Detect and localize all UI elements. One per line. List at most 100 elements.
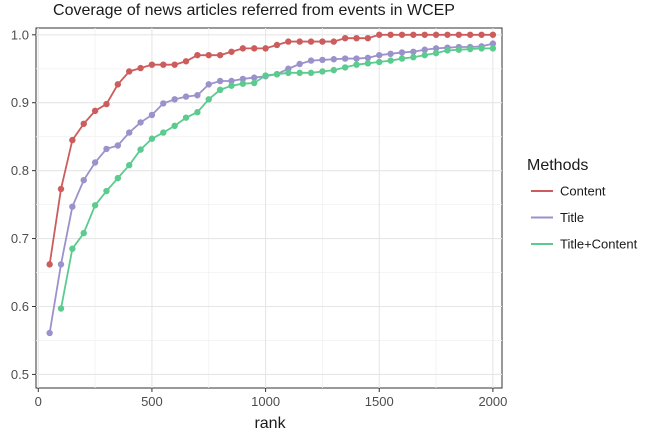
data-point xyxy=(57,185,65,193)
data-point xyxy=(239,45,247,52)
data-point xyxy=(251,79,258,87)
data-point xyxy=(330,38,337,45)
data-point xyxy=(228,77,235,85)
data-point xyxy=(137,146,144,153)
data-point xyxy=(376,58,383,66)
x-tick-label: 1500 xyxy=(365,394,394,409)
data-point xyxy=(398,55,406,62)
data-point xyxy=(398,49,406,56)
data-point xyxy=(376,51,383,59)
data-point xyxy=(296,69,303,77)
data-point xyxy=(432,49,440,57)
data-point xyxy=(410,31,417,38)
data-point xyxy=(160,61,167,68)
legend-label: Title xyxy=(560,210,584,225)
data-point xyxy=(387,31,394,38)
data-point xyxy=(148,61,156,68)
data-point xyxy=(148,111,156,119)
data-point xyxy=(444,31,451,38)
data-point xyxy=(69,245,76,252)
data-point xyxy=(205,51,212,59)
data-point xyxy=(273,41,281,49)
data-point xyxy=(319,68,326,75)
data-point xyxy=(160,100,167,107)
data-point xyxy=(444,47,451,54)
data-point xyxy=(410,54,417,61)
series-content xyxy=(46,31,497,268)
data-point xyxy=(364,54,372,62)
data-point xyxy=(489,40,497,47)
axes: 0 500 1000 1500 2000 0.5 0.6 0.7 0.8 0.9 1.0 xyxy=(11,27,507,409)
legend-label: Title+Content xyxy=(560,237,638,252)
data-point xyxy=(126,162,133,169)
data-point xyxy=(46,261,53,268)
data-point xyxy=(296,60,303,68)
data-point xyxy=(455,31,463,38)
data-point xyxy=(341,64,349,71)
plot-panel xyxy=(35,27,503,389)
data-point xyxy=(319,38,326,45)
data-point xyxy=(239,80,247,87)
data-point xyxy=(296,38,303,45)
data-point xyxy=(466,31,474,38)
y-tick-label: 1.0 xyxy=(11,27,29,42)
legend: Methods Content Title Title+Content xyxy=(527,157,638,252)
data-point xyxy=(353,61,360,68)
y-tick-label: 0.7 xyxy=(11,231,29,246)
data-point xyxy=(307,38,315,45)
data-point xyxy=(103,145,110,153)
series-line xyxy=(48,33,493,265)
data-point xyxy=(387,50,394,58)
data-point xyxy=(126,129,133,136)
data-point xyxy=(489,31,497,38)
data-point xyxy=(376,31,383,38)
data-point xyxy=(69,203,76,210)
legend-title: Methods xyxy=(527,157,588,174)
data-point xyxy=(478,31,485,38)
y-tick-label: 0.9 xyxy=(11,95,29,110)
data-point xyxy=(91,159,99,166)
data-point xyxy=(114,142,122,149)
data-point xyxy=(273,70,281,78)
data-point xyxy=(194,109,201,116)
data-point xyxy=(353,34,360,42)
data-point xyxy=(148,135,156,142)
legend-label: Content xyxy=(560,184,606,199)
data-point xyxy=(46,329,53,337)
data-point xyxy=(421,31,428,38)
data-point xyxy=(478,45,485,52)
data-point xyxy=(228,82,235,89)
data-point xyxy=(387,57,394,64)
data-point xyxy=(137,64,144,72)
y-tick-label: 0.8 xyxy=(11,163,29,178)
data-point xyxy=(194,92,201,99)
data-point xyxy=(251,45,258,52)
data-point xyxy=(262,72,269,79)
data-point xyxy=(421,51,428,59)
data-point xyxy=(126,68,133,75)
data-point xyxy=(216,77,224,85)
data-point xyxy=(330,66,337,74)
data-point xyxy=(398,31,406,38)
x-tick-label: 0 xyxy=(35,394,42,409)
x-tick-label: 1000 xyxy=(251,394,280,409)
data-point xyxy=(262,45,269,52)
y-tick-label: 0.5 xyxy=(11,367,29,382)
data-point xyxy=(455,46,463,53)
data-point xyxy=(285,69,292,77)
x-tick-label: 500 xyxy=(141,394,163,409)
data-point xyxy=(216,51,224,59)
data-point xyxy=(57,305,65,312)
data-point xyxy=(489,45,497,52)
data-point xyxy=(410,48,417,55)
legend-item: Title xyxy=(531,210,584,225)
data-point xyxy=(80,120,87,127)
data-point xyxy=(114,81,122,88)
data-point xyxy=(216,86,224,94)
series-title-content xyxy=(57,45,497,312)
data-point xyxy=(80,229,87,237)
data-point xyxy=(319,56,326,64)
data-point xyxy=(341,34,349,42)
data-point xyxy=(91,107,99,115)
x-tick-label: 2000 xyxy=(478,394,507,409)
